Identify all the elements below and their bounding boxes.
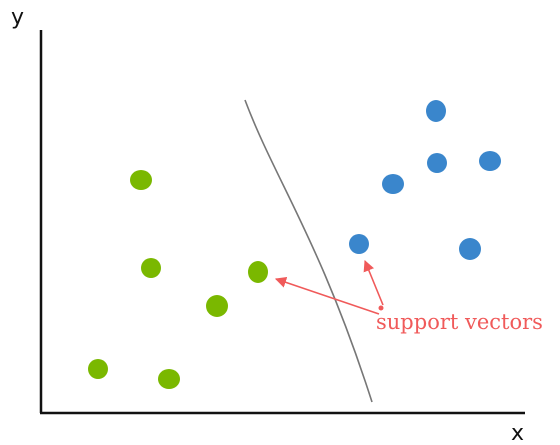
blue-point [382, 174, 404, 194]
arrow-origin-dot [378, 305, 384, 311]
x-axis-label: x [511, 421, 524, 445]
support-vector-arrows [274, 259, 384, 315]
blue-point [427, 153, 447, 173]
support-vectors-label: support vectors [376, 310, 543, 334]
blue-point [426, 100, 446, 122]
green-point [206, 295, 228, 317]
blue-class-points [349, 100, 501, 260]
green-support-vector [248, 261, 268, 283]
green-point [130, 170, 152, 190]
blue-point [459, 238, 481, 260]
arrow-to-blue-support-vector [363, 259, 384, 306]
green-point [88, 359, 108, 379]
green-point [141, 258, 161, 278]
y-axis-label: y [11, 5, 24, 30]
arrow-to-green-support-vector [274, 276, 380, 315]
green-point [158, 369, 180, 389]
decision-boundary [244, 99, 373, 403]
blue-point [479, 151, 501, 171]
green-class-points [88, 170, 268, 389]
blue-support-vector [349, 234, 369, 254]
